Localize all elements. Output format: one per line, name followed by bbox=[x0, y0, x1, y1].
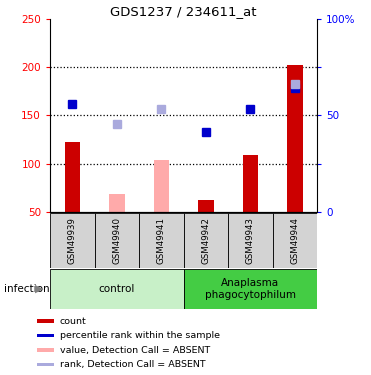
Bar bbox=[154, 160, 169, 212]
Text: control: control bbox=[99, 284, 135, 294]
Bar bbox=[37, 363, 54, 366]
Bar bbox=[109, 195, 125, 212]
Text: Anaplasma
phagocytophilum: Anaplasma phagocytophilum bbox=[205, 278, 296, 300]
Bar bbox=[50, 213, 95, 268]
Bar bbox=[184, 213, 228, 268]
Bar bbox=[228, 213, 273, 268]
Bar bbox=[50, 269, 184, 309]
Bar bbox=[184, 269, 317, 309]
Bar bbox=[198, 200, 214, 212]
Bar bbox=[95, 213, 139, 268]
Text: GSM49940: GSM49940 bbox=[112, 217, 121, 264]
Text: GSM49942: GSM49942 bbox=[201, 217, 210, 264]
Text: value, Detection Call = ABSENT: value, Detection Call = ABSENT bbox=[60, 346, 210, 355]
Bar bbox=[37, 320, 54, 323]
Text: rank, Detection Call = ABSENT: rank, Detection Call = ABSENT bbox=[60, 360, 206, 369]
Text: percentile rank within the sample: percentile rank within the sample bbox=[60, 331, 220, 340]
Bar bbox=[287, 65, 303, 212]
Bar bbox=[37, 348, 54, 352]
Text: GSM49939: GSM49939 bbox=[68, 217, 77, 264]
Text: GSM49941: GSM49941 bbox=[157, 217, 166, 264]
Text: ▶: ▶ bbox=[35, 284, 44, 294]
Bar bbox=[243, 155, 258, 212]
Text: GSM49944: GSM49944 bbox=[290, 217, 299, 264]
Text: count: count bbox=[60, 316, 86, 326]
Bar bbox=[65, 142, 80, 212]
Bar bbox=[37, 334, 54, 338]
Text: GSM49943: GSM49943 bbox=[246, 217, 255, 264]
Text: infection: infection bbox=[4, 284, 49, 294]
Bar bbox=[273, 213, 317, 268]
Title: GDS1237 / 234611_at: GDS1237 / 234611_at bbox=[111, 4, 257, 18]
Bar bbox=[139, 213, 184, 268]
